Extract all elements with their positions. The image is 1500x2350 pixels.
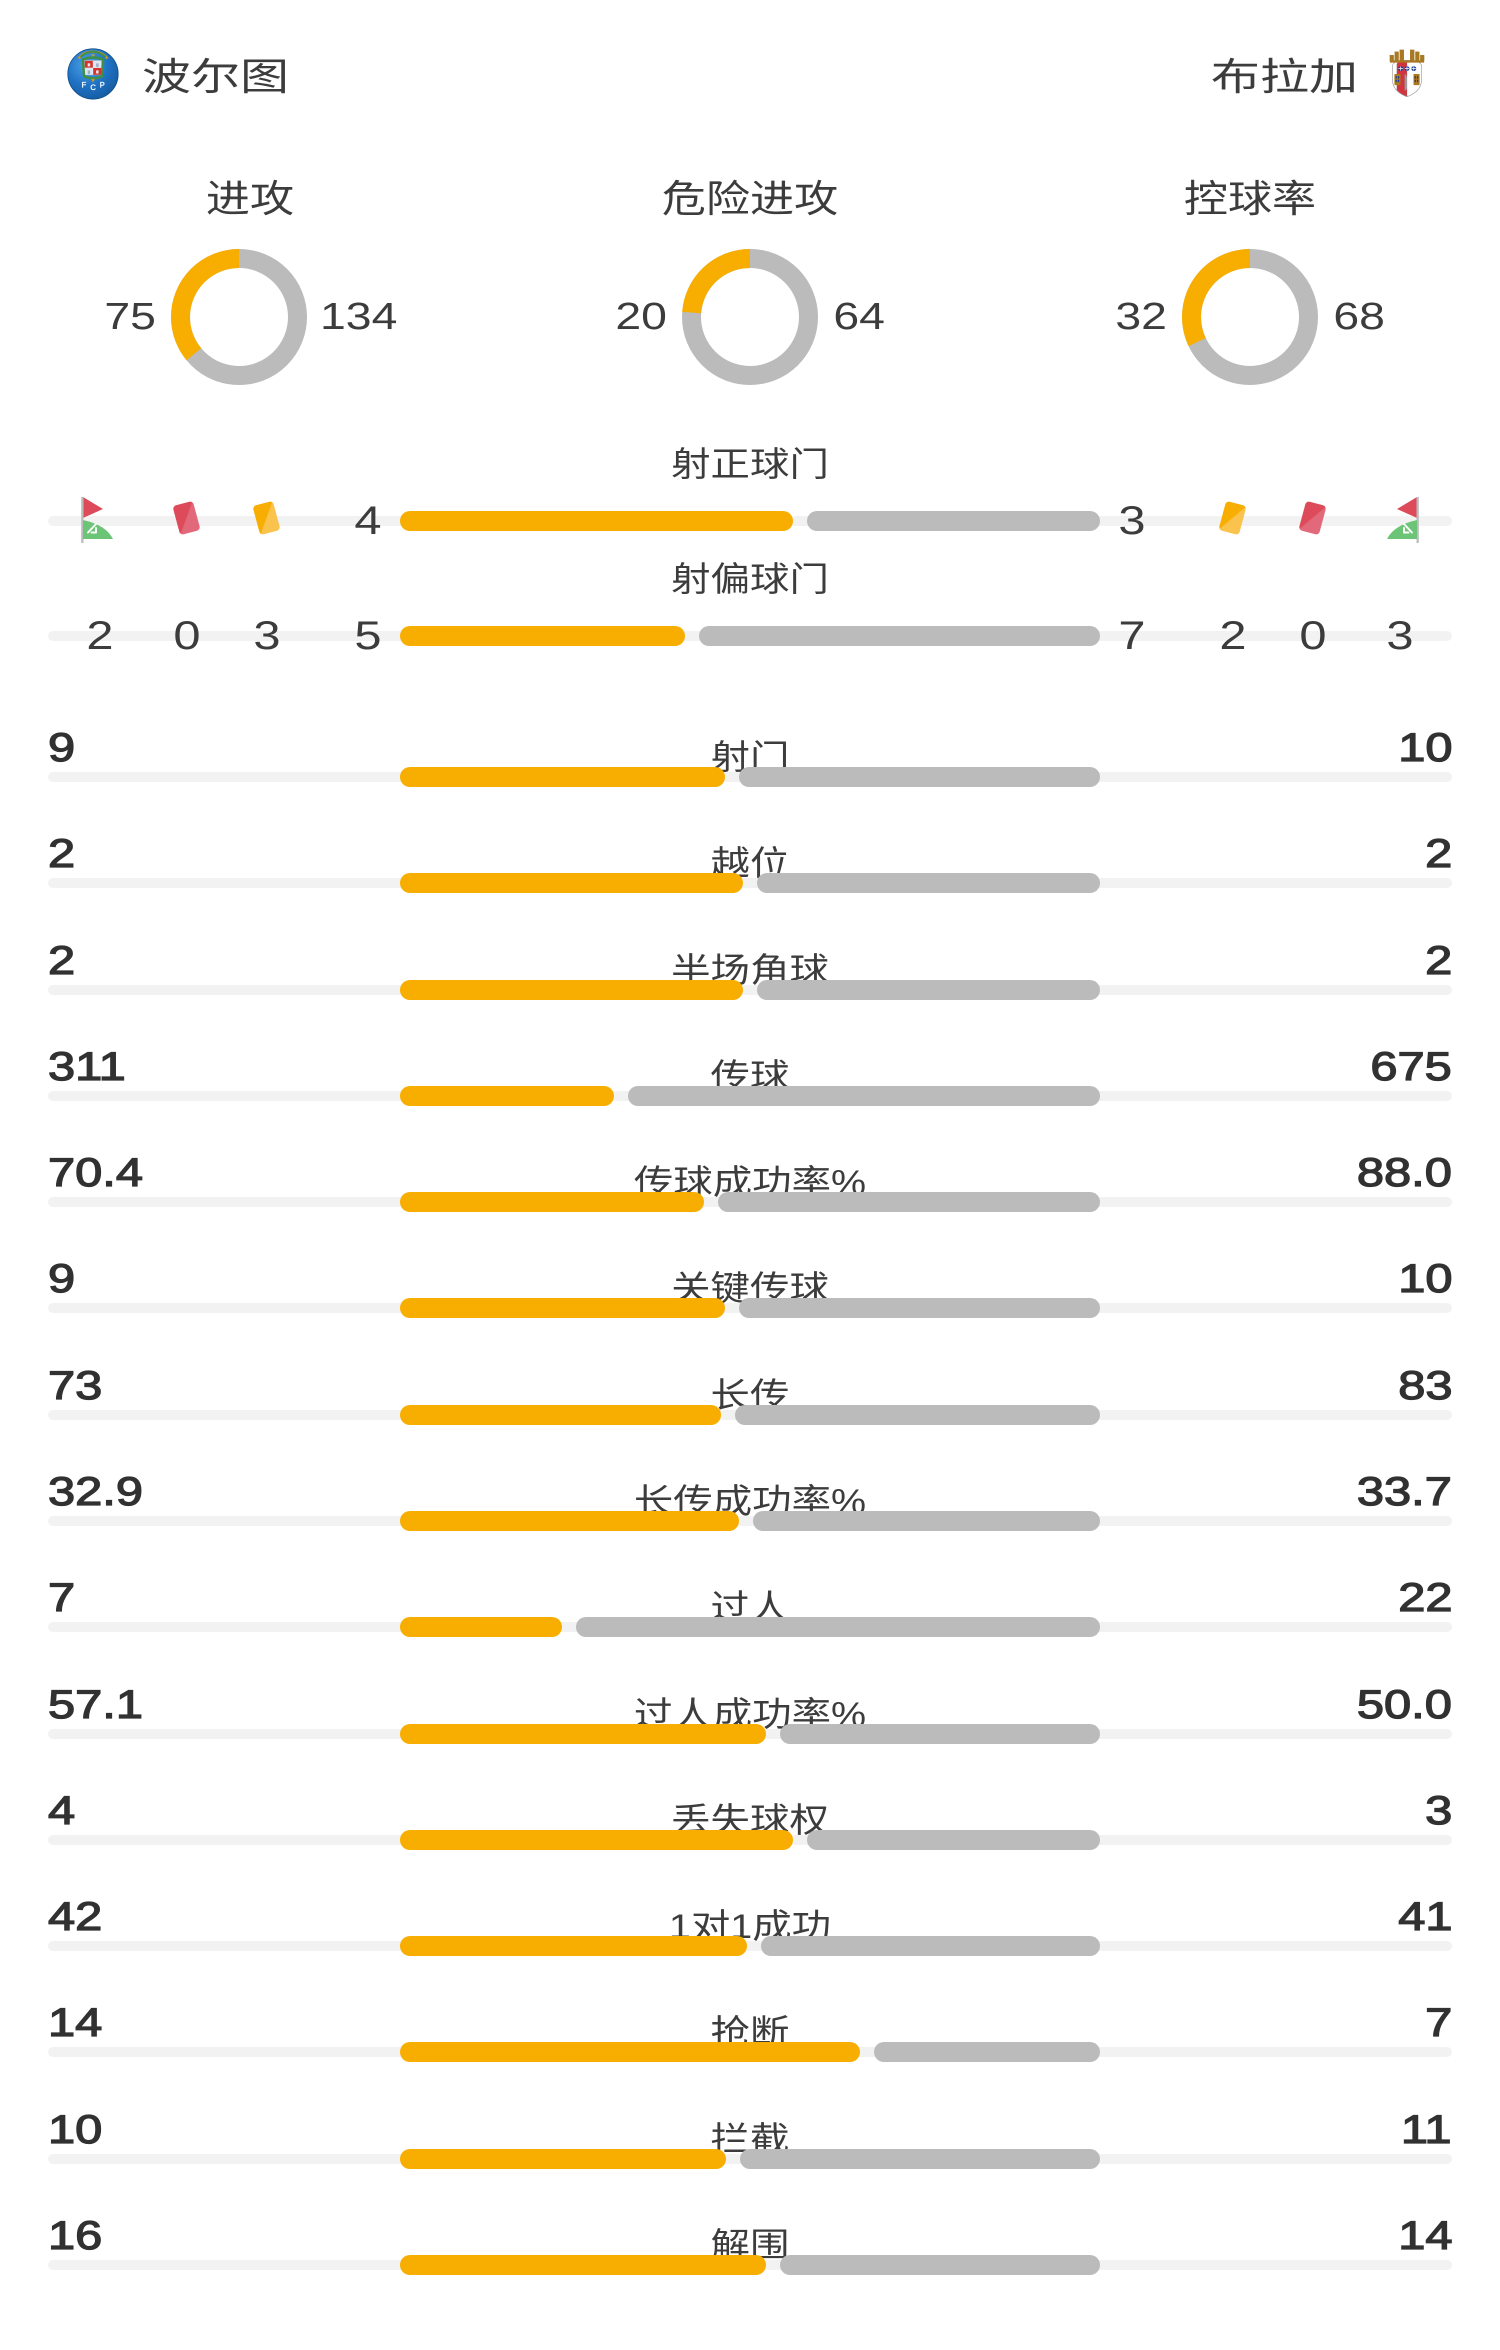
svg-text:C: C (90, 83, 95, 92)
svg-text:P: P (100, 81, 105, 90)
svg-text:F: F (82, 81, 87, 90)
